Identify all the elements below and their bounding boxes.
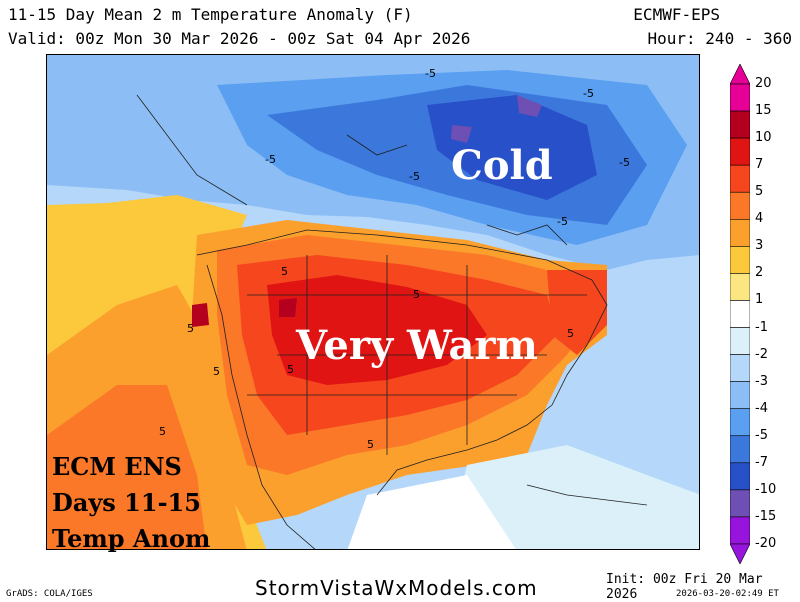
legend-swatch <box>730 462 750 491</box>
legend-tick-label: -15 <box>755 508 777 524</box>
site-name: StormVistaWxModels.com <box>255 576 538 600</box>
legend-tick-label: 3 <box>755 238 764 254</box>
contour-label: 5 <box>159 425 166 438</box>
legend-top-arrow <box>730 64 750 85</box>
legend-swatch <box>730 354 750 382</box>
contour-label: -5 <box>409 170 420 183</box>
caption-line: ECM ENS <box>52 452 182 481</box>
legend-tick-label: -10 <box>755 481 777 497</box>
contour-label: 5 <box>281 265 288 278</box>
legend-swatch <box>730 273 750 301</box>
contour-label: 5 <box>213 365 220 378</box>
legend-bottom-arrow <box>730 543 750 564</box>
contour-label: 5 <box>413 288 420 301</box>
legend-tick-label: 2 <box>755 265 764 281</box>
anomaly-map-graphic: -5 -5 -5 -5 -5 -5 -5 5 5 5 5 5 5 5 5 5 5… <box>47 55 699 549</box>
legend-swatch <box>730 300 750 328</box>
legend-tick-label: 20 <box>755 76 772 91</box>
legend-swatch <box>730 489 750 518</box>
very-warm-label: Very Warm <box>296 322 538 369</box>
legend-tick-label: -20 <box>755 536 777 551</box>
legend-swatch <box>730 83 750 112</box>
contour-label: 5 <box>367 438 374 451</box>
legend-tick-label: -2 <box>755 346 768 362</box>
legend-tick-label: 7 <box>755 157 764 173</box>
color-legend-bar <box>730 64 750 564</box>
contour-label: -5 <box>619 156 630 169</box>
legend-swatch <box>730 110 750 139</box>
legend-tick-label: -3 <box>755 373 768 389</box>
contour-label: -5 <box>265 153 276 166</box>
legend-swatch <box>730 516 750 545</box>
contour-label: -5 <box>583 87 594 100</box>
legend-swatch <box>730 164 750 193</box>
legend-tick-label: -4 <box>755 400 768 416</box>
valid-period: Valid: 00z Mon 30 Mar 2026 - 00z Sat 04 … <box>8 29 471 48</box>
generated-time: 2026-03-20-02:49 ET <box>676 589 779 599</box>
caption-line: Temp Anom <box>52 524 211 553</box>
contour-label: 5 <box>567 327 574 340</box>
contour-label: 5 <box>287 363 294 376</box>
legend-swatch <box>730 435 750 464</box>
legend-tick-label: 10 <box>755 130 772 146</box>
cold-label: Cold <box>451 142 553 189</box>
legend-tick-label: -5 <box>755 427 768 443</box>
legend-swatch <box>730 327 750 355</box>
legend-tick-label: 1 <box>755 292 764 308</box>
legend-tick-label: 5 <box>755 184 764 200</box>
chart-title: 11-15 Day Mean 2 m Temperature Anomaly (… <box>8 5 413 24</box>
legend-swatch <box>730 408 750 437</box>
anomaly-map: -5 -5 -5 -5 -5 -5 -5 5 5 5 5 5 5 5 5 5 5… <box>46 54 700 550</box>
forecast-hour: Hour: 240 - 360 <box>647 29 793 48</box>
caption-line: Days 11-15 <box>52 488 201 517</box>
legend-swatch <box>730 218 750 247</box>
legend-tick-label: -1 <box>755 319 768 335</box>
model-name: ECMWF-EPS <box>633 5 720 24</box>
legend-swatch <box>730 137 750 166</box>
contour-label: 5 <box>187 322 194 335</box>
legend-swatch <box>730 246 750 274</box>
legend-swatch <box>730 191 750 220</box>
legend-tick-label: -7 <box>755 454 768 470</box>
init-time: Init: 00z Fri 20 Mar 2026 <box>606 572 763 602</box>
grads-credit: GrADS: COLA/IGES <box>6 589 93 599</box>
contour-label: -5 <box>557 215 568 228</box>
legend-tick-label: 15 <box>755 103 772 119</box>
legend-swatch <box>730 381 750 410</box>
legend-tick-label: 4 <box>755 211 764 227</box>
contour-label: -5 <box>425 67 436 80</box>
caption-block: ECM ENS Days 11-15 Temp Anom <box>52 449 210 557</box>
